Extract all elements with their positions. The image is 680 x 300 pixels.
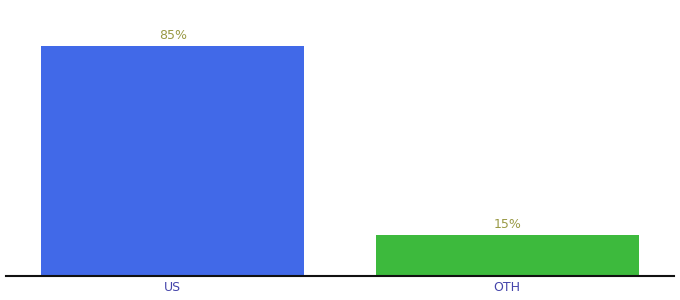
Text: 85%: 85% <box>158 29 187 42</box>
Bar <box>41 46 304 276</box>
Text: 15%: 15% <box>493 218 521 231</box>
Bar <box>376 235 639 276</box>
